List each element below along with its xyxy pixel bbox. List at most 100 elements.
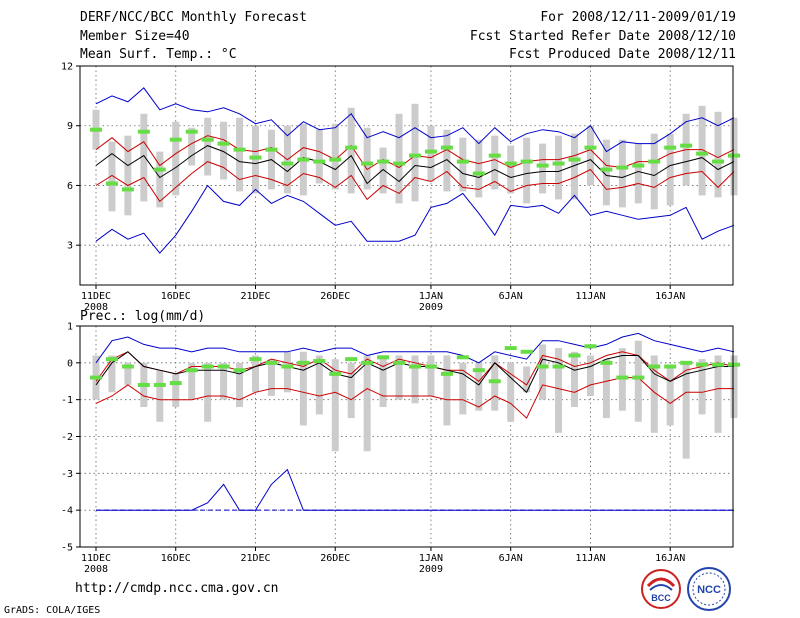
- observed-marker: [313, 159, 326, 164]
- spread-box: [188, 127, 196, 166]
- observed-marker: [712, 159, 725, 164]
- spread-box: [315, 129, 323, 184]
- spread-box: [459, 137, 467, 192]
- x-tick-label: 6JAN: [499, 291, 523, 302]
- observed-marker: [169, 381, 182, 386]
- observed-marker: [297, 157, 310, 162]
- observed-marker: [201, 364, 214, 369]
- observed-marker: [90, 127, 102, 132]
- observed-marker: [185, 129, 198, 134]
- spread-box: [650, 355, 658, 433]
- observed-marker: [696, 151, 709, 156]
- spread-box: [204, 117, 212, 176]
- spread-box: [395, 355, 403, 400]
- spread-box: [666, 133, 674, 206]
- member-size-label: Member Size=40: [80, 29, 190, 44]
- observed-marker: [440, 145, 453, 150]
- x-tick-label: 16JAN: [655, 291, 685, 302]
- observed-marker: [552, 161, 565, 166]
- x-tick-year: 2009: [419, 302, 443, 313]
- ncc-logo-icon: NCC: [687, 567, 731, 611]
- observed-marker: [584, 344, 597, 349]
- observed-marker: [520, 349, 533, 354]
- observed-marker: [121, 364, 134, 369]
- spread-box: [220, 121, 228, 180]
- x-tick-label: 16DEC: [161, 291, 191, 302]
- observed-marker: [169, 137, 182, 142]
- observed-marker: [664, 364, 677, 369]
- spread-box: [299, 351, 307, 426]
- observed-marker: [440, 371, 453, 376]
- spread-box: [204, 362, 212, 422]
- y-tick-label: -3: [61, 469, 73, 480]
- observed-marker: [648, 159, 661, 164]
- observed-marker: [728, 153, 740, 158]
- forecast-start-date: Fcst Started Refer Date 2008/12/10: [469, 29, 736, 44]
- observed-marker: [472, 171, 485, 176]
- spread-box: [108, 355, 116, 393]
- observed-marker: [680, 143, 693, 148]
- x-tick-label: 21DEC: [240, 291, 270, 302]
- spread-box: [347, 107, 355, 194]
- observed-marker: [105, 357, 118, 362]
- y-tick-label: -4: [61, 506, 73, 517]
- spread-box: [586, 355, 594, 396]
- spread-box: [140, 113, 148, 202]
- observed-marker: [568, 157, 581, 162]
- observed-marker: [121, 187, 134, 192]
- observed-marker: [696, 362, 709, 367]
- ncc-logo: NCC: [686, 566, 732, 612]
- spread-box: [283, 351, 291, 393]
- observed-marker: [313, 358, 326, 363]
- series-line-mean: [95, 145, 735, 185]
- observed-marker: [105, 181, 118, 186]
- y-tick-label: 12: [61, 62, 73, 73]
- spread-box: [475, 362, 483, 411]
- spread-box: [267, 359, 275, 396]
- observed-marker: [393, 161, 406, 166]
- spread-box: [220, 362, 228, 400]
- y-tick-label: 0: [67, 358, 73, 369]
- observed-marker: [536, 163, 549, 168]
- x-tick-label: 1JAN: [419, 291, 443, 302]
- observed-marker: [329, 157, 342, 162]
- observed-marker: [281, 161, 294, 166]
- spread-box: [236, 362, 244, 408]
- x-tick-year: 2008: [84, 302, 108, 313]
- y-tick-label: -1: [61, 395, 73, 406]
- spread-box: [331, 123, 339, 190]
- spread-box: [507, 145, 515, 194]
- spread-box: [571, 133, 578, 200]
- observed-marker: [520, 159, 533, 164]
- observed-marker: [600, 360, 613, 365]
- observed-marker: [504, 161, 517, 166]
- spread-box: [124, 135, 132, 216]
- spread-box: [411, 103, 419, 202]
- spread-box: [523, 366, 531, 393]
- observed-marker: [281, 364, 294, 369]
- observed-marker: [345, 145, 358, 150]
- observed-marker: [297, 360, 310, 365]
- spread-box: [427, 355, 435, 396]
- spread-box: [507, 362, 515, 422]
- y-tick-label: -5: [61, 543, 73, 554]
- observed-marker: [377, 355, 390, 360]
- observed-marker: [409, 364, 421, 369]
- spread-box: [252, 355, 259, 393]
- x-tick-label: 16DEC: [161, 553, 191, 564]
- observed-marker: [728, 362, 740, 367]
- x-tick-label: 6JAN: [499, 553, 523, 564]
- grads-credit: GrADS: COLA/IGES: [4, 605, 101, 616]
- spread-box: [363, 127, 371, 190]
- spread-box: [411, 355, 419, 404]
- observed-marker: [329, 371, 342, 376]
- spread-box: [156, 370, 164, 422]
- observed-marker: [361, 161, 374, 166]
- observed-marker: [424, 364, 437, 369]
- spread-box: [475, 139, 483, 198]
- spread-box: [602, 139, 610, 206]
- source-url[interactable]: http://cmdp.ncc.cma.gov.cn: [75, 581, 279, 596]
